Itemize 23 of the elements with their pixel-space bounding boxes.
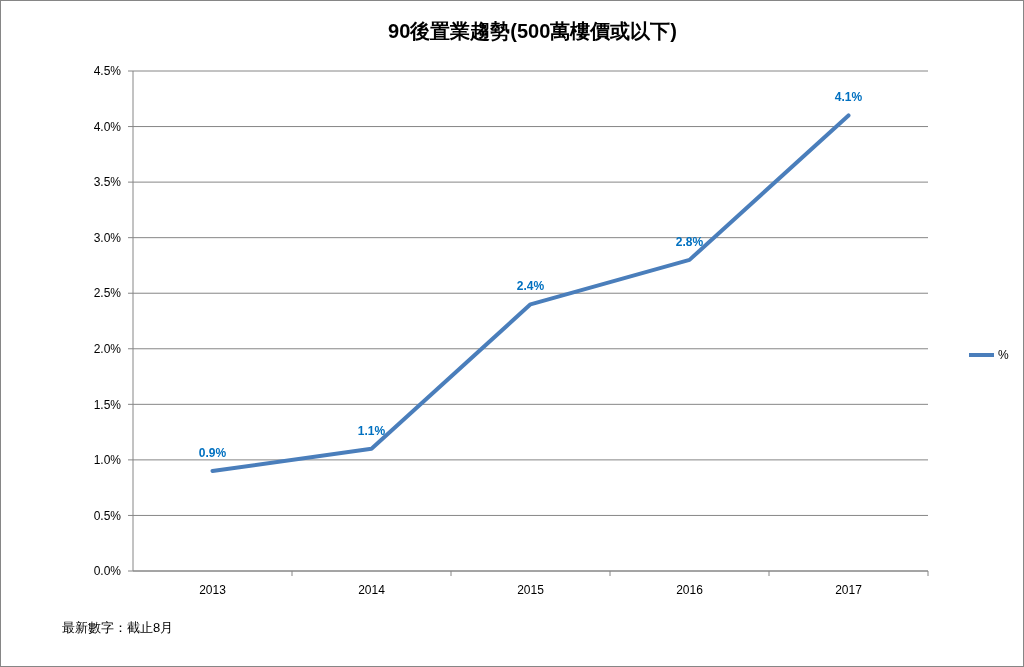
data-label: 2.4% bbox=[516, 279, 545, 294]
x-tick-label: 2016 bbox=[676, 583, 704, 597]
data-label: 1.1% bbox=[357, 423, 386, 438]
y-tick-label: 3.0% bbox=[93, 230, 122, 245]
x-tick-label: 2017 bbox=[835, 583, 863, 597]
y-tick-label: 1.0% bbox=[93, 453, 122, 468]
chart-title: 90後置業趨勢(500萬樓價或以下) bbox=[388, 20, 677, 42]
text: 最新數字：截止8月 bbox=[62, 620, 174, 635]
y-tick-label: 2.5% bbox=[93, 286, 122, 301]
x-tick-label: 2015 bbox=[517, 583, 545, 597]
y-tick-label: 4.5% bbox=[93, 64, 122, 79]
data-label: 0.9% bbox=[198, 446, 227, 460]
y-tick-label: 3.5% bbox=[93, 175, 122, 190]
y-tick-label: 0.0% bbox=[93, 564, 122, 579]
data-label: 4.1% bbox=[834, 90, 863, 105]
y-tick-label: 4.0% bbox=[93, 119, 122, 134]
y-tick-label: 2.0% bbox=[93, 341, 122, 356]
legend-label: % bbox=[998, 348, 1009, 363]
data-label: 2.8% bbox=[675, 234, 704, 249]
y-tick-label: 0.5% bbox=[93, 508, 122, 523]
x-tick-label: 2013 bbox=[199, 583, 227, 597]
y-tick-label: 1.5% bbox=[93, 397, 122, 412]
x-tick-label: 2014 bbox=[358, 583, 386, 597]
